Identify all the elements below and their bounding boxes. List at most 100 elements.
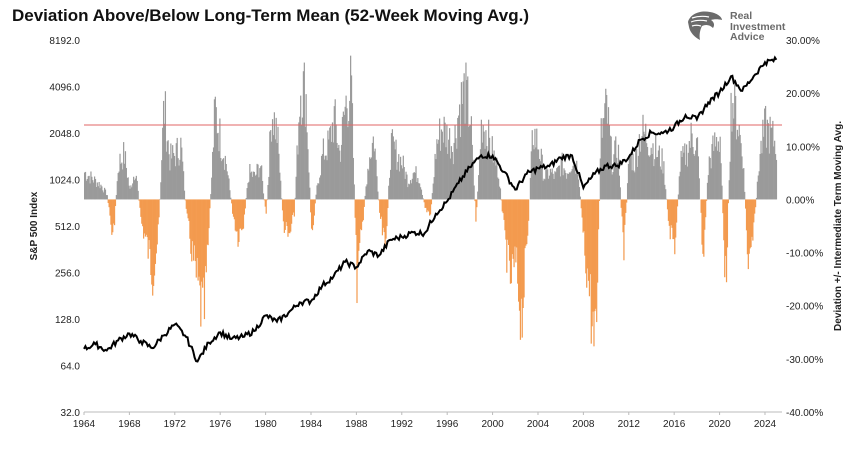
deviation-bar (474, 199, 476, 202)
deviation-bar (184, 199, 186, 201)
deviation-bar (153, 199, 155, 286)
deviation-bar (508, 199, 510, 245)
deviation-bar (649, 155, 651, 200)
deviation-bar (667, 199, 670, 221)
x-tick-label: 1988 (345, 419, 368, 430)
deviation-bar (434, 153, 436, 200)
deviation-bar (180, 137, 182, 200)
deviation-bar (357, 199, 359, 264)
deviation-bar (774, 140, 776, 200)
deviation-bar (564, 170, 566, 200)
deviation-bar (529, 177, 532, 200)
deviation-bar (207, 199, 209, 246)
deviation-bar (697, 156, 699, 200)
deviation-bar (105, 195, 107, 200)
deviation-bar (310, 199, 312, 213)
deviation-bar (561, 152, 563, 200)
deviation-bar (170, 143, 172, 200)
deviation-bar (366, 184, 368, 200)
deviation-bar (456, 148, 458, 200)
deviation-bar (727, 199, 729, 204)
deviation-bar (362, 199, 364, 221)
deviation-bar (455, 138, 457, 200)
deviation-bar (185, 199, 187, 209)
deviation-bar (747, 199, 749, 270)
deviation-bar (577, 179, 580, 200)
deviation-bar (182, 171, 185, 200)
deviation-bar (750, 199, 752, 248)
deviation-bar (617, 144, 620, 200)
deviation-bar (729, 161, 731, 200)
deviation-bar (449, 158, 452, 200)
deviation-bar (578, 187, 581, 200)
deviation-bar (641, 136, 643, 200)
deviation-bar (110, 199, 112, 225)
brand-line-3: Advice (730, 31, 765, 43)
deviation-bar (301, 117, 304, 200)
deviation-bar (171, 158, 173, 200)
deviation-bar (399, 171, 401, 200)
deviation-bar (281, 198, 283, 200)
deviation-bar (382, 199, 384, 228)
x-tick-label: 1992 (391, 419, 414, 430)
deviation-bar (628, 155, 630, 200)
deviation-bar (527, 199, 529, 236)
deviation-bar (730, 92, 732, 200)
deviation-bar (189, 199, 191, 239)
deviation-bar (219, 118, 221, 200)
deviation-bar (391, 129, 394, 200)
deviation-bar (470, 116, 472, 200)
deviation-bar (164, 91, 167, 200)
deviation-bar (438, 139, 440, 200)
deviation-bar (183, 190, 186, 200)
deviation-bar (754, 199, 756, 214)
deviation-bar (329, 127, 331, 200)
deviation-bar (288, 199, 290, 233)
deviation-bar (618, 175, 620, 200)
deviation-bar (633, 170, 635, 200)
deviation-bar (317, 183, 319, 200)
deviation-bar (457, 117, 459, 200)
deviation-bar (575, 173, 577, 200)
deviation-bar (604, 103, 606, 200)
deviation-bar (728, 180, 730, 200)
deviation-bar (488, 119, 490, 200)
deviation-bar (361, 199, 364, 222)
deviation-bar (557, 167, 559, 200)
deviation-bar (351, 103, 354, 200)
deviation-bar (433, 177, 435, 200)
deviation-bar (153, 199, 156, 276)
left-tick-label: 64.0 (61, 362, 81, 373)
deviation-bar (222, 159, 224, 200)
axes: 32.0 64.0 128.0 256.0 512.0 1024.0 2048.0 4096.… (29, 36, 844, 430)
deviation-bar (336, 142, 338, 200)
deviation-bar (742, 168, 744, 200)
deviation-bar (213, 99, 216, 200)
deviation-bar (574, 166, 576, 200)
deviation-bar (739, 134, 741, 200)
deviation-bar (402, 155, 404, 200)
deviation-bar (263, 199, 265, 201)
deviation-bar (698, 178, 700, 200)
deviation-bar (412, 173, 414, 200)
deviation-bar (703, 199, 705, 257)
deviation-bar (757, 175, 759, 200)
deviation-bar (666, 198, 668, 200)
deviation-bar (296, 145, 298, 200)
deviation-bar (436, 139, 438, 200)
deviation-bar (695, 138, 698, 200)
deviation-bar (543, 178, 545, 200)
deviation-bar (638, 134, 640, 200)
deviation-bar (581, 199, 583, 218)
deviation-bar (518, 199, 520, 302)
left-tick-label: 256.0 (55, 269, 80, 280)
deviation-bar (320, 155, 323, 200)
deviation-bar (631, 170, 633, 200)
deviation-bar (642, 114, 644, 200)
deviation-bar (603, 117, 605, 200)
deviation-bar (143, 199, 146, 234)
right-tick-label: -30.00% (786, 355, 823, 366)
deviation-bar (194, 199, 196, 262)
deviation-bar (316, 185, 318, 200)
deviation-bar (768, 153, 770, 200)
